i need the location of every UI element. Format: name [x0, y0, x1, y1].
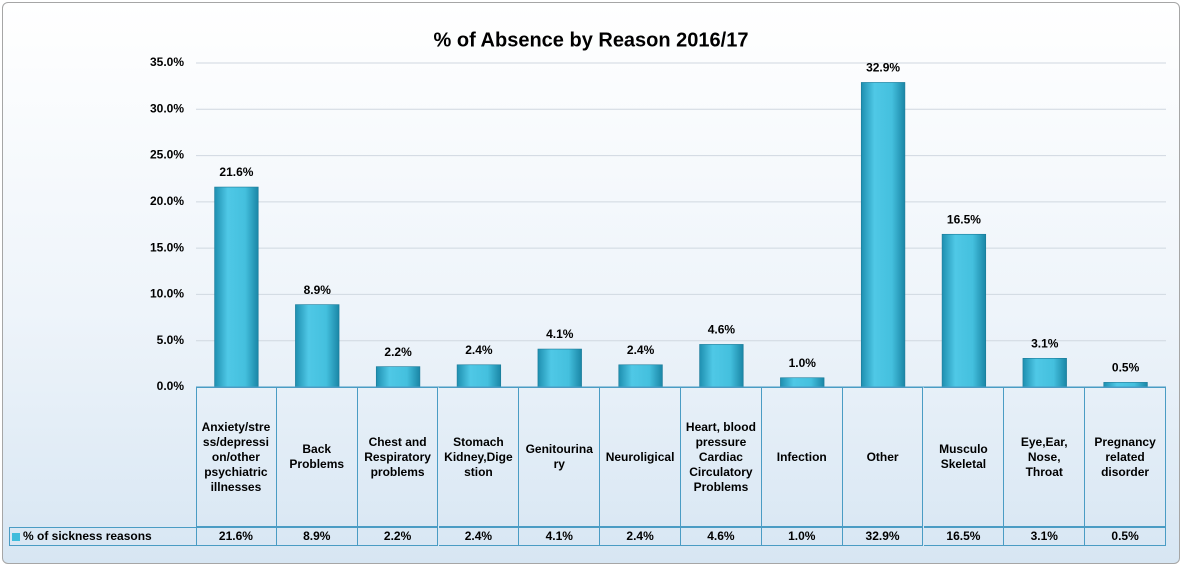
- bar: [375, 366, 421, 388]
- y-tick-label: 10.0%: [150, 287, 184, 301]
- table-value: 21.6%: [196, 527, 277, 546]
- y-tick-label: 30.0%: [150, 101, 184, 115]
- x-tick-label: Musculo Skeletal: [923, 387, 1005, 527]
- x-tick-label: Stomach Kidney,Digestion: [438, 387, 520, 527]
- x-tick-label: Other: [842, 387, 924, 527]
- data-label: 4.1%: [546, 327, 574, 341]
- data-label: 8.9%: [304, 283, 332, 297]
- table-value: 2.4%: [438, 527, 520, 546]
- chart: % of Absence by Reason 2016/17 0.0% 5.0% 1…: [150, 29, 1166, 393]
- table-value: 8.9%: [276, 527, 358, 546]
- data-label: 2.4%: [627, 343, 655, 357]
- data-label: 0.5%: [1112, 361, 1140, 375]
- x-tick-label: Genitourinary: [519, 387, 601, 527]
- y-tick-label: 35.0%: [150, 55, 184, 69]
- bar: [618, 364, 663, 388]
- legend-label: % of sickness reasons: [23, 529, 152, 543]
- x-tick-label: Heart, blood pressure Cardiac Circulator…: [681, 387, 762, 527]
- y-tick-label: 25.0%: [150, 148, 184, 162]
- x-tick-label: Infection: [761, 387, 843, 527]
- y-tick-label: 20.0%: [150, 194, 184, 208]
- x-tick-label: Neuroligical: [600, 387, 681, 527]
- table-value: 3.1%: [1004, 527, 1086, 546]
- data-label: 1.0%: [789, 356, 817, 370]
- table-value: 32.9%: [842, 527, 924, 546]
- data-label: 21.6%: [219, 165, 253, 179]
- data-label: 2.4%: [465, 343, 493, 357]
- x-tick-label: Anxiety/stress/depression/other psychiat…: [196, 387, 277, 527]
- chart-title: % of Absence by Reason 2016/17: [434, 29, 749, 51]
- x-tick-label: Back Problems: [276, 387, 358, 527]
- x-tick-label: Chest and Respiratory problems: [357, 387, 439, 527]
- table-corner: [196, 387, 197, 527]
- y-tick-label: 0.0%: [157, 379, 185, 393]
- x-tick-label: Pregnancy related disorder: [1085, 387, 1166, 527]
- legend-entry: % of sickness reasons: [9, 527, 197, 546]
- table-value: 2.2%: [357, 527, 439, 546]
- table-value: 0.5%: [1085, 527, 1166, 546]
- table-value: 2.4%: [600, 527, 681, 546]
- table-value: 4.6%: [681, 527, 762, 546]
- bar: [537, 348, 582, 388]
- y-tick-label: 5.0%: [157, 333, 185, 347]
- data-label: 3.1%: [1031, 336, 1059, 350]
- x-tick-label: Eye,Ear, Nose, Throat: [1004, 387, 1086, 527]
- data-label: 4.6%: [708, 323, 736, 337]
- data-label: 16.5%: [947, 212, 981, 226]
- y-tick-label: 15.0%: [150, 240, 184, 254]
- table-value: 1.0%: [761, 527, 843, 546]
- legend-key: [12, 532, 20, 541]
- bar: [780, 377, 825, 388]
- bar: [941, 233, 987, 388]
- table-value: 16.5%: [923, 527, 1005, 546]
- bar: [295, 304, 340, 388]
- data-label: 32.9%: [866, 61, 900, 75]
- data-label: 2.2%: [384, 345, 412, 359]
- bar: [456, 364, 502, 388]
- bar: [1022, 358, 1067, 388]
- bar: [214, 186, 259, 388]
- table-value: 4.1%: [519, 527, 601, 546]
- bar: [860, 82, 906, 388]
- bar: [699, 344, 744, 388]
